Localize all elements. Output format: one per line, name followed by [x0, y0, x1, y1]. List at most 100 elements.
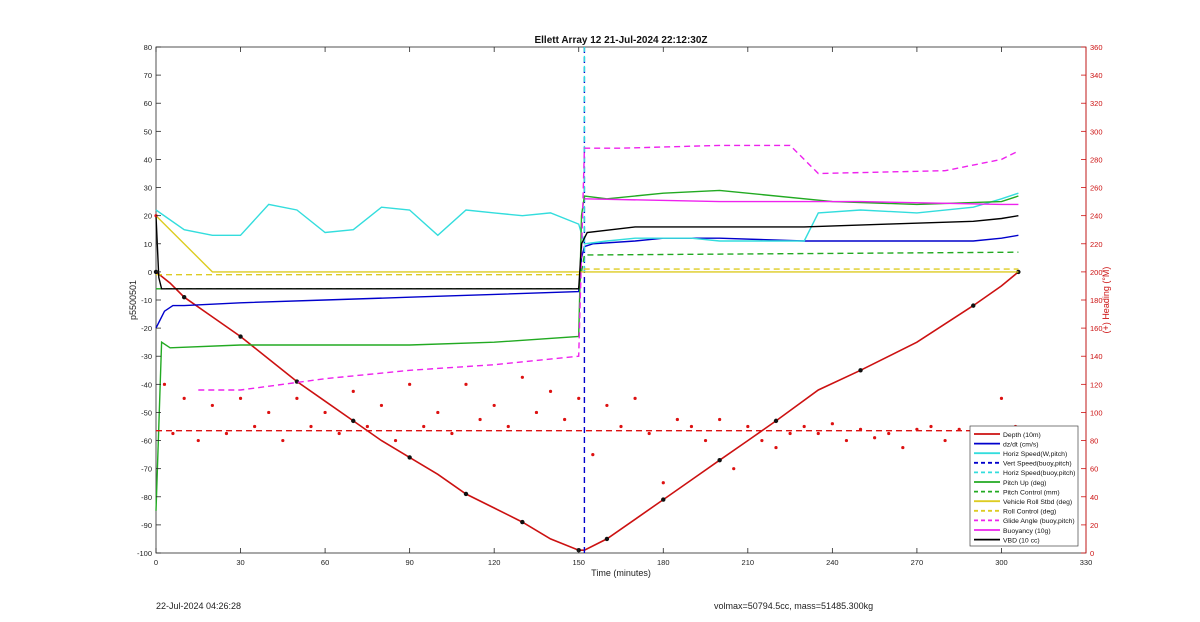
heading-point	[196, 438, 200, 443]
y2-tick-label: 200	[1090, 268, 1103, 277]
x-tick-label: 150	[572, 558, 585, 567]
depth-marker	[604, 536, 610, 542]
y2-tick-label: 60	[1090, 465, 1098, 474]
legend-entry: Vert Speed(buoy,pitch)	[1003, 461, 1072, 468]
heading-point	[281, 438, 285, 443]
heading-point	[253, 424, 257, 429]
heading-point	[422, 424, 426, 429]
heading-point	[844, 438, 849, 443]
y2-tick-label: 180	[1090, 296, 1103, 305]
heading-point	[675, 417, 679, 422]
legend-entry: Pitch Up (deg)	[1003, 480, 1046, 487]
y-tick-label: -80	[141, 493, 152, 502]
y2-tick-label: 0	[1090, 549, 1094, 558]
x-tick-label: 180	[657, 558, 670, 567]
x-tick-label: 120	[488, 558, 501, 567]
depth-marker	[463, 491, 469, 497]
legend-entry: Roll Control (deg)	[1003, 509, 1056, 516]
heading-point	[506, 424, 510, 429]
y-tick-label: -90	[141, 521, 152, 530]
heading-point	[732, 467, 736, 471]
series-buoyancy-10g	[584, 198, 1019, 206]
heading-point	[661, 481, 665, 485]
heading-point	[689, 424, 694, 429]
heading-point	[267, 410, 271, 415]
heading-point	[464, 382, 468, 386]
depth-marker	[407, 455, 412, 460]
y-tick-label: 40	[144, 155, 152, 164]
y-tick-label: 0	[148, 268, 152, 277]
y2-tick-label: 220	[1090, 240, 1103, 249]
y-tick-label: -70	[141, 465, 152, 474]
heading-point	[788, 431, 792, 436]
heading-point	[999, 396, 1004, 400]
y-tick-label: 70	[144, 71, 152, 80]
legend-entry: Pitch Control (mm)	[1003, 489, 1060, 496]
series-depth-10m	[155, 271, 1019, 552]
y2-tick-label: 280	[1090, 155, 1103, 164]
heading-point	[633, 396, 637, 400]
heading-point	[830, 422, 834, 426]
depth-marker	[717, 458, 722, 463]
y2-tick-label: 160	[1090, 324, 1103, 333]
y-axis-label: p5500501	[128, 280, 138, 320]
depth-marker	[858, 368, 863, 373]
x-tick-label: 240	[826, 558, 839, 567]
heading-point	[323, 410, 327, 415]
heading-point	[563, 417, 567, 422]
chart-title: Ellett Array 12 21-Jul-2024 22:12:30Z	[534, 35, 707, 46]
y2-tick-label: 40	[1090, 493, 1098, 502]
y-tick-label: 30	[144, 184, 152, 193]
heading-point	[802, 424, 806, 429]
heading-point	[760, 438, 764, 443]
y2-axis-label: (+) Heading (°M)	[1101, 267, 1111, 334]
x-tick-label: 90	[405, 558, 413, 567]
heading-point	[337, 431, 341, 436]
legend-entry: Depth (10m)	[1003, 432, 1041, 439]
heading-point	[238, 396, 243, 400]
heading-point	[887, 431, 891, 436]
x-tick-label: 270	[911, 558, 924, 567]
footer-mass-info: volmax=50794.5cc, mass=51485.300kg	[714, 601, 874, 611]
depth-marker	[294, 379, 300, 384]
series-glide-angle-buoy-pitch	[198, 144, 1019, 391]
legend-entry: Glide Angle (buoy,pitch)	[1003, 518, 1075, 525]
y-tick-label: 60	[144, 99, 152, 108]
heading-point	[816, 431, 820, 436]
heading-point	[548, 389, 553, 393]
legend-box	[969, 425, 1079, 547]
heading-point	[943, 438, 947, 443]
heading-point	[577, 396, 581, 400]
depth-marker	[238, 334, 243, 339]
heading-point	[162, 382, 167, 386]
heading-point	[492, 403, 496, 408]
y-tick-label: 50	[144, 127, 152, 136]
y2-tick-label: 260	[1090, 184, 1103, 193]
heading-point	[929, 424, 933, 429]
heading-point	[210, 403, 214, 408]
y-tick-label: -20	[141, 324, 152, 333]
heading-point	[605, 403, 609, 408]
heading-point	[774, 445, 778, 450]
y2-tick-label: 100	[1090, 408, 1103, 417]
y-tick-label: 80	[144, 43, 152, 52]
heading-point	[309, 424, 313, 429]
legend-entry: Vehicle Roll Stbd (deg)	[1003, 499, 1072, 506]
y-tick-label: -10	[141, 296, 152, 305]
heading-point	[436, 410, 440, 415]
axis-layer: 0 30 60 90 120 150 180 210 240 270 300 330-100-90-8…	[137, 43, 1103, 567]
heading-point	[351, 389, 355, 393]
heading-point	[534, 410, 539, 415]
depth-marker	[181, 294, 187, 300]
series-vehicle-roll-stbd-deg	[155, 215, 1019, 273]
y-tick-label: 10	[144, 240, 152, 249]
heading-point	[591, 453, 595, 457]
heading-point	[379, 403, 384, 408]
y-tick-label: -100	[137, 549, 152, 558]
depth-marker	[971, 303, 976, 308]
x-tick-label: 330	[1080, 558, 1093, 567]
series-vbd-10-cc	[155, 215, 1019, 290]
y2-tick-label: 320	[1090, 99, 1103, 108]
heading-point	[647, 431, 651, 436]
